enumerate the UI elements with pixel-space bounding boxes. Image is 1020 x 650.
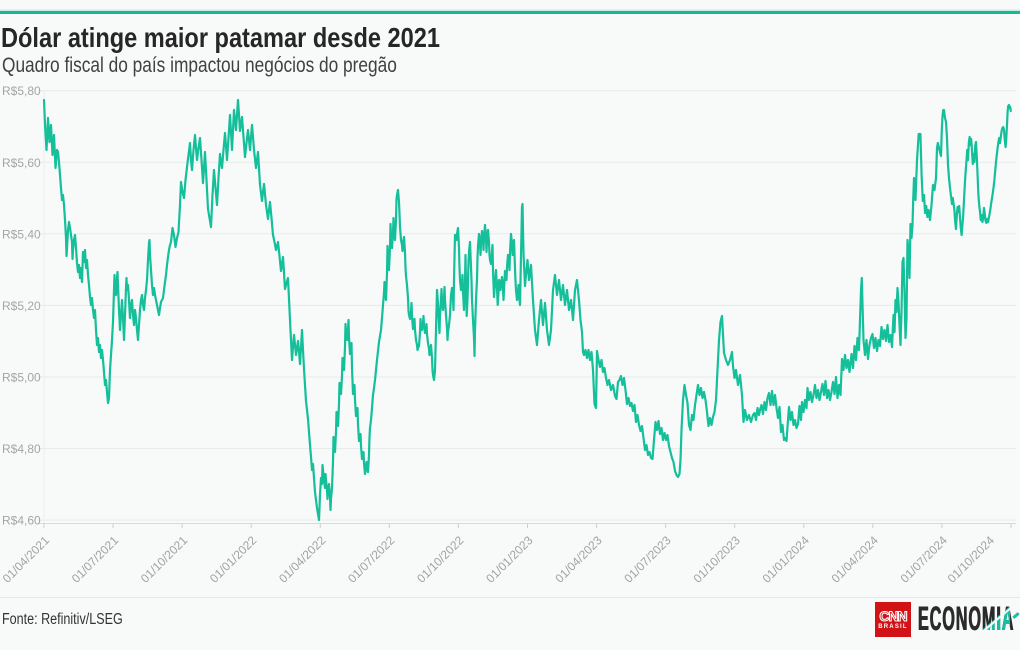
svg-text:R$5,20: R$5,20 [2, 299, 41, 313]
svg-text:R$4,80: R$4,80 [2, 442, 41, 456]
svg-text:R$4,60: R$4,60 [2, 514, 41, 528]
svg-text:01/04/2023: 01/04/2023 [552, 533, 605, 586]
svg-text:01/04/2022: 01/04/2022 [276, 533, 329, 586]
svg-text:01/10/2021: 01/10/2021 [138, 533, 191, 586]
svg-text:R$5,00: R$5,00 [2, 371, 41, 385]
svg-text:R$5,80: R$5,80 [2, 84, 41, 98]
svg-text:01/04/2021: 01/04/2021 [0, 533, 52, 586]
svg-text:01/07/2021: 01/07/2021 [69, 533, 122, 586]
svg-text:R$5,40: R$5,40 [2, 227, 41, 241]
svg-text:01/01/2024: 01/01/2024 [760, 533, 813, 586]
svg-text:01/07/2024: 01/07/2024 [898, 533, 951, 586]
svg-text:01/04/2024: 01/04/2024 [829, 533, 882, 586]
svg-text:R$5,60: R$5,60 [2, 156, 41, 170]
svg-text:01/01/2023: 01/01/2023 [483, 533, 536, 586]
svg-text:01/07/2023: 01/07/2023 [621, 533, 674, 586]
svg-text:01/10/2022: 01/10/2022 [414, 533, 467, 586]
svg-text:01/10/2024: 01/10/2024 [945, 533, 998, 586]
svg-text:01/10/2023: 01/10/2023 [690, 533, 743, 586]
svg-text:01/01/2022: 01/01/2022 [207, 533, 260, 586]
svg-text:01/07/2022: 01/07/2022 [345, 533, 398, 586]
